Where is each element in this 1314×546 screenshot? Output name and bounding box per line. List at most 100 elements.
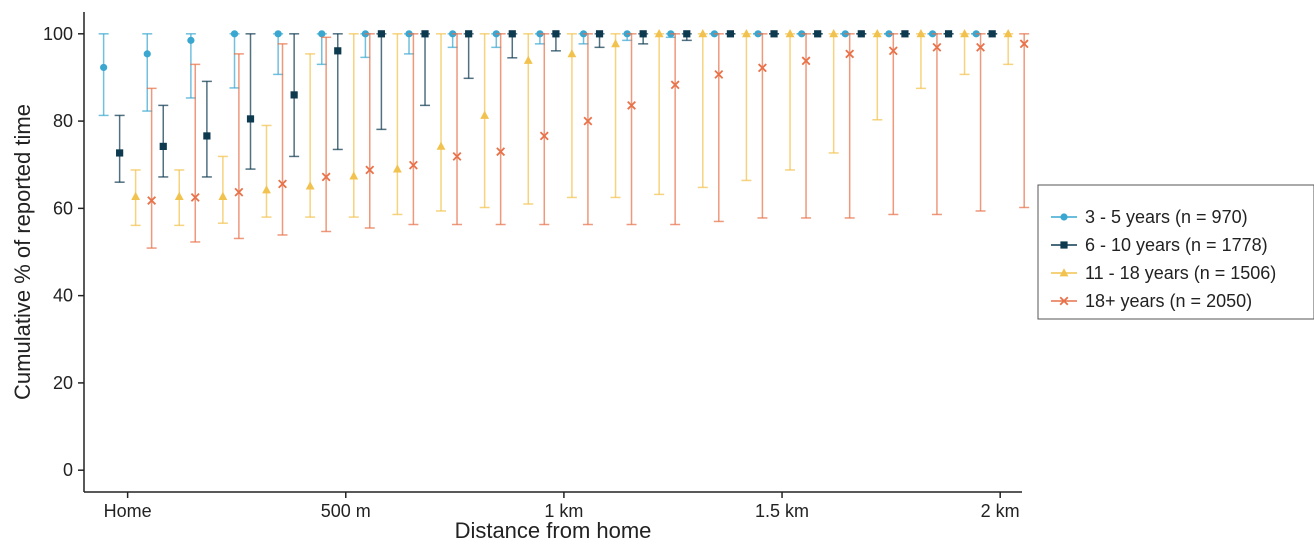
y-tick-label: 60	[53, 198, 73, 218]
y-tick-label: 0	[63, 460, 73, 480]
legend-item: 18+ years (n = 2050)	[1051, 291, 1252, 311]
data-point	[770, 30, 778, 38]
data-point	[318, 30, 326, 38]
error-bar	[142, 33, 153, 112]
data-point	[305, 181, 315, 190]
error-bar	[975, 33, 986, 212]
error-bar	[626, 33, 637, 226]
data-point	[988, 30, 996, 38]
x-tick-label: 2 km	[981, 501, 1020, 521]
data-point	[349, 171, 359, 180]
x-axis-title: Distance from home	[455, 518, 652, 543]
data-point	[829, 29, 839, 38]
data-point	[611, 39, 620, 48]
data-point	[246, 115, 255, 123]
data-point	[714, 69, 724, 79]
error-bar	[348, 33, 359, 218]
error-bar	[190, 63, 201, 243]
legend-item: 3 - 5 years (n = 970)	[1051, 207, 1248, 227]
legend-box	[1037, 184, 1314, 320]
data-point	[377, 30, 385, 38]
data-point	[278, 179, 287, 189]
data-point	[857, 30, 865, 38]
legend-marker	[1060, 241, 1068, 249]
y-ticks: 0 20 40 60 80 100	[43, 24, 84, 480]
error-bar	[229, 33, 240, 89]
data-point	[436, 141, 446, 150]
data-point	[901, 30, 909, 38]
legend-label: 3 - 5 years (n = 970)	[1085, 207, 1248, 227]
error-bar	[98, 33, 109, 117]
data-point	[757, 63, 767, 73]
data-point	[627, 100, 636, 110]
error-bar	[582, 33, 593, 226]
error-bar	[245, 33, 256, 170]
y-tick-label: 80	[53, 111, 73, 131]
error-bar	[654, 33, 665, 196]
error-bar	[185, 33, 196, 99]
data-point	[888, 46, 898, 56]
data-point	[234, 187, 244, 197]
data-point	[174, 191, 184, 200]
data-point	[321, 172, 331, 182]
error-bar	[697, 33, 708, 189]
data-point	[274, 30, 282, 38]
data-point	[1003, 29, 1013, 38]
error-bar	[452, 33, 463, 226]
error-bar	[146, 87, 157, 249]
error-bar	[713, 33, 724, 223]
series-4	[146, 33, 1030, 249]
series-2	[114, 30, 998, 183]
x-ticks: Home 500 m 1 km 1.5 km 2 km	[104, 492, 1020, 521]
error-bar	[888, 33, 899, 216]
data-point	[683, 30, 691, 38]
data-point	[262, 185, 271, 194]
data-point	[187, 36, 195, 44]
legend-marker	[1060, 213, 1068, 221]
error-bar	[479, 33, 490, 209]
error-bar	[1019, 33, 1030, 209]
y-tick-label: 40	[53, 286, 73, 306]
error-bar	[539, 33, 550, 226]
data-point	[1019, 39, 1029, 49]
legend-item: 6 - 10 years (n = 1778)	[1051, 235, 1268, 255]
data-point	[932, 42, 942, 52]
data-point	[421, 30, 429, 38]
error-bar	[158, 104, 169, 178]
x-tick-label: 1.5 km	[755, 501, 809, 521]
legend: 3 - 5 years (n = 970) 6 - 10 years (n = 1…	[1037, 184, 1314, 320]
data-point	[872, 29, 882, 38]
error-bar	[801, 33, 812, 219]
data-point	[595, 30, 604, 38]
axes	[83, 12, 1022, 493]
x-tick-label: 1 km	[544, 501, 583, 521]
data-point	[742, 29, 751, 38]
data-point	[218, 191, 228, 200]
data-point	[552, 30, 560, 38]
error-bar	[316, 33, 327, 66]
data-point	[801, 56, 811, 66]
error-bar	[305, 53, 316, 218]
error-bar	[321, 36, 332, 233]
error-bar	[495, 33, 506, 226]
data-point	[408, 160, 418, 170]
data-point	[100, 63, 108, 72]
data-point	[670, 80, 680, 90]
series-1	[98, 30, 982, 117]
data-point	[290, 91, 298, 99]
data-point	[452, 151, 462, 161]
error-bar	[261, 124, 272, 218]
error-bar	[436, 33, 447, 212]
error-bar	[114, 114, 125, 183]
error-bar	[844, 33, 855, 219]
legend-label: 18+ years (n = 2050)	[1085, 291, 1252, 311]
data-point	[814, 30, 822, 38]
data-point	[654, 29, 664, 38]
data-point	[726, 30, 735, 38]
error-bar	[1003, 33, 1014, 66]
error-bar	[670, 33, 681, 226]
data-point	[147, 196, 157, 205]
legend-marker	[1059, 268, 1069, 277]
error-bar	[566, 33, 577, 199]
